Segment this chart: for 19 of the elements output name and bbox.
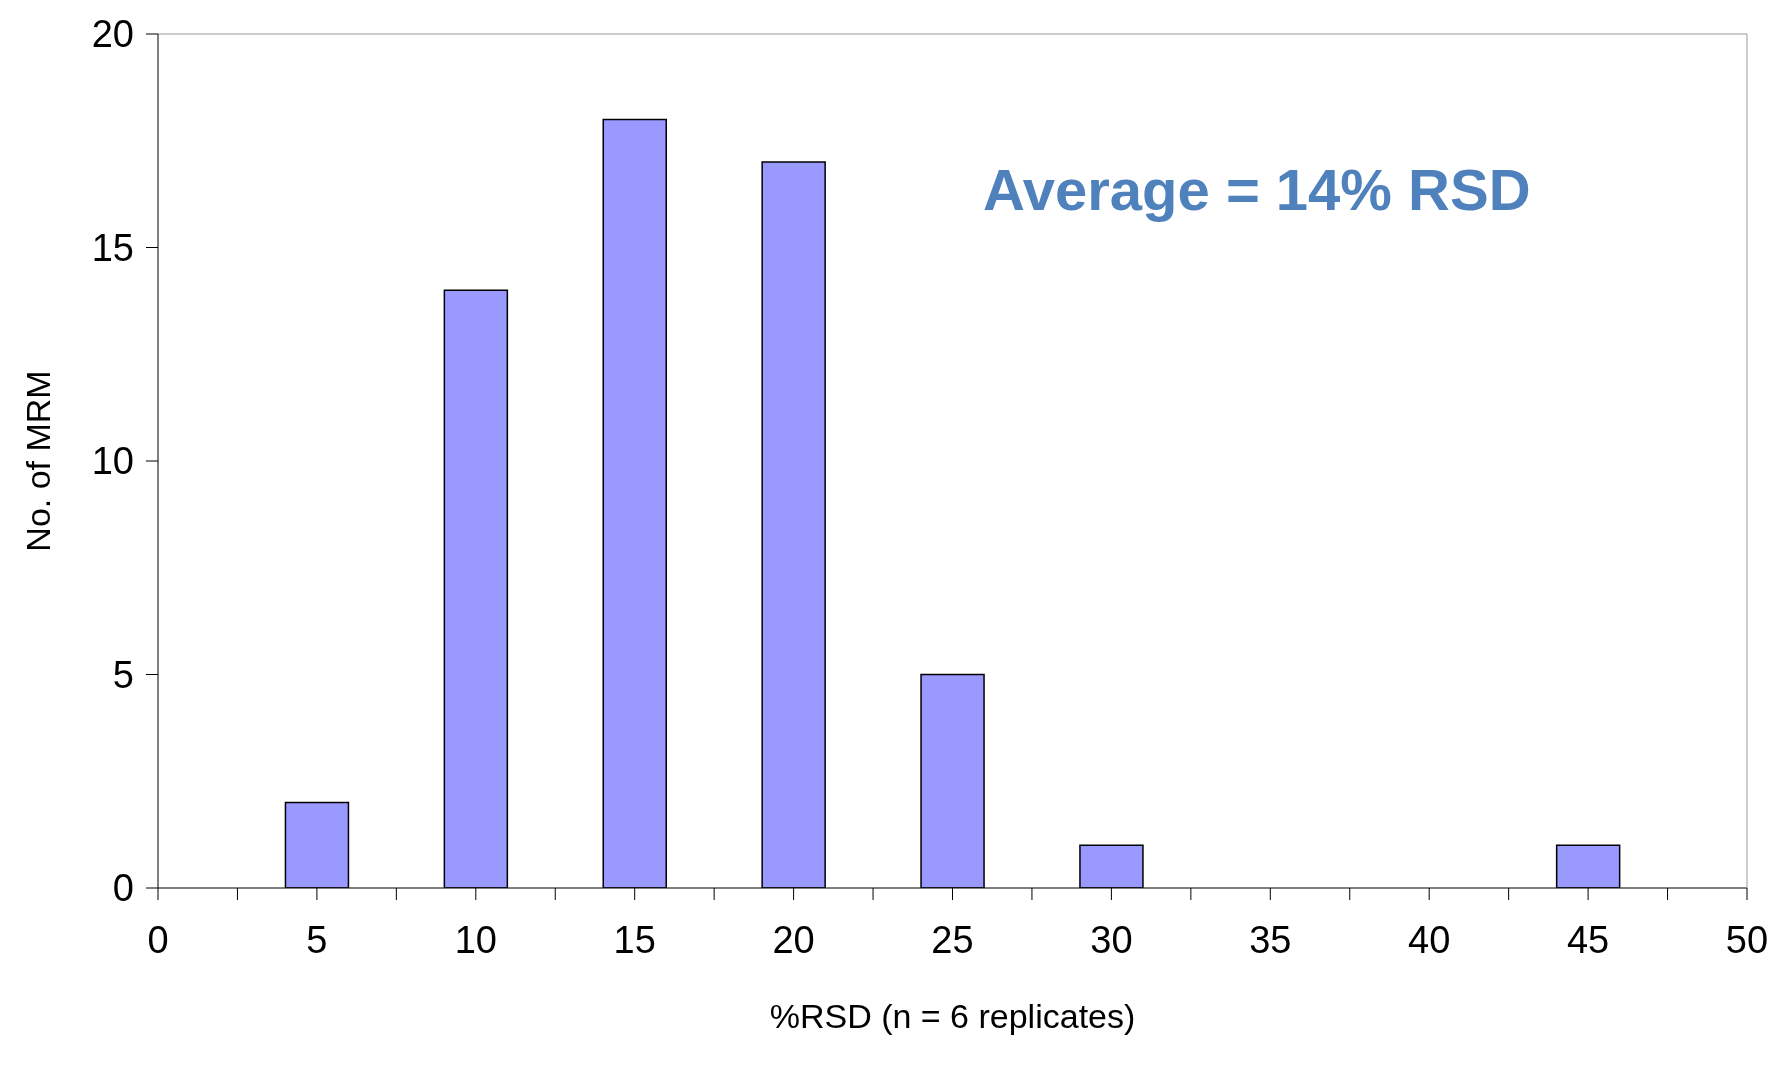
x-tick-label: 35 [1249, 918, 1292, 961]
x-axis-title: %RSD (n = 6 replicates) [769, 997, 1136, 1035]
x-tick-label: 10 [454, 918, 497, 961]
annotation: Average = 14% RSD [983, 156, 1531, 223]
x-tick-label: 30 [1090, 918, 1133, 961]
x-tick-label: 15 [613, 918, 656, 961]
y-tick-label: 15 [91, 226, 134, 269]
y-tick-label: 0 [112, 867, 134, 910]
x-tick-label: 45 [1566, 918, 1610, 961]
x-tick-label: 50 [1725, 918, 1769, 961]
y-tick-label: 10 [91, 440, 134, 483]
x-tick-label: 5 [306, 918, 328, 961]
x-tick-label: 0 [147, 918, 169, 961]
x-tick-label: 25 [931, 918, 974, 961]
x-tick-label: 40 [1408, 918, 1451, 961]
y-tick-label: 20 [91, 13, 134, 56]
x-tick-label: 20 [772, 918, 815, 961]
y-axis-title: No. of MRM [19, 370, 58, 552]
y-tick-label: 5 [112, 653, 134, 696]
